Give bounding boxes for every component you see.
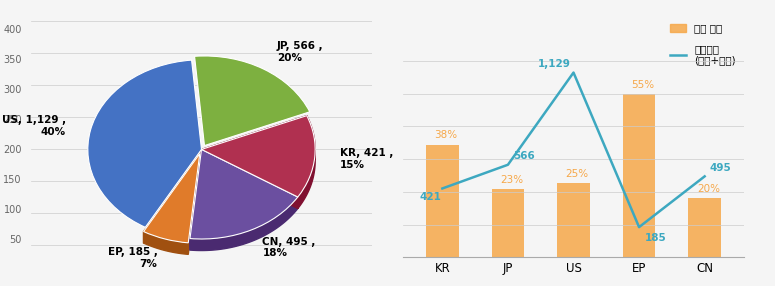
Wedge shape: [195, 56, 310, 146]
Text: 23%: 23%: [500, 175, 523, 185]
Wedge shape: [202, 116, 315, 197]
Text: 25%: 25%: [566, 169, 589, 179]
Wedge shape: [190, 149, 298, 239]
Bar: [557, 183, 590, 257]
Bar: [622, 94, 656, 257]
Text: JP, 566 ,
20%: JP, 566 , 20%: [277, 41, 323, 63]
Text: KR, 421 ,
15%: KR, 421 , 15%: [339, 148, 393, 170]
Polygon shape: [188, 154, 200, 254]
Text: 566: 566: [513, 152, 535, 162]
Polygon shape: [202, 149, 298, 208]
Text: 1,129: 1,129: [537, 59, 570, 69]
Bar: [688, 198, 721, 257]
Text: 421: 421: [419, 192, 441, 202]
Text: 55%: 55%: [631, 80, 654, 90]
Text: EP, 185 ,
7%: EP, 185 , 7%: [108, 247, 157, 269]
Polygon shape: [143, 232, 188, 254]
Text: 20%: 20%: [697, 184, 720, 194]
Wedge shape: [88, 60, 202, 227]
Polygon shape: [298, 116, 315, 208]
Text: 185: 185: [644, 233, 666, 243]
Polygon shape: [202, 149, 298, 208]
Bar: [491, 189, 525, 257]
Polygon shape: [202, 116, 307, 161]
Polygon shape: [143, 154, 200, 243]
Text: US, 1,129 ,
40%: US, 1,129 , 40%: [2, 115, 66, 137]
Text: 495: 495: [710, 163, 732, 173]
Bar: [426, 145, 459, 257]
Polygon shape: [190, 149, 202, 250]
Text: 38%: 38%: [435, 130, 457, 140]
Text: CN, 495 ,
18%: CN, 495 , 18%: [263, 237, 315, 259]
Wedge shape: [143, 154, 200, 243]
Polygon shape: [190, 197, 298, 251]
Legend: 등록 비율, 특허건수
(출원+등록): 등록 비율, 특허건수 (출원+등록): [667, 21, 739, 69]
